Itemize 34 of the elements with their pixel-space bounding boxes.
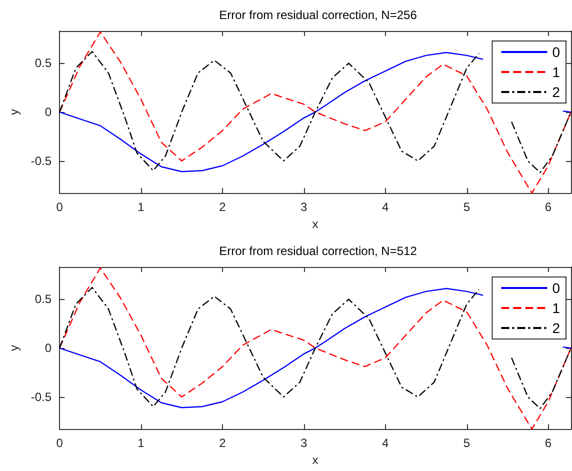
legend-label: 1 (552, 64, 560, 80)
x-tick-label: 2 (219, 436, 226, 450)
y-tick-label: 0.5 (34, 292, 52, 306)
line-series (58, 31, 572, 194)
x-tick-label: 3 (300, 436, 308, 450)
y-tick-label: 0 (44, 341, 52, 356)
chart-title: Error from residual correction, N=512 (219, 244, 418, 258)
x-tick-label: 6 (544, 200, 552, 214)
y-tick-label: 0.5 (34, 56, 52, 70)
x-tick-label: 5 (463, 200, 470, 214)
legend-label: 1 (552, 300, 560, 316)
x-tick-label: 0 (56, 200, 64, 214)
x-tick-label: 0 (56, 436, 64, 450)
legend-label: 0 (552, 44, 560, 60)
x-tick-label: 1 (138, 200, 145, 214)
legend-label: 0 (552, 280, 560, 296)
x-tick-label: 6 (544, 436, 552, 450)
legend-label: 2 (552, 84, 560, 100)
y-axis-title: y (7, 109, 21, 116)
y-axis-title: y (7, 345, 21, 352)
x-tick-label: 4 (382, 200, 389, 214)
x-tick-label: 5 (463, 436, 470, 450)
x-tick-label: 3 (300, 200, 308, 214)
legend-label: 2 (552, 320, 560, 336)
y-tick-label: -0.5 (30, 390, 52, 404)
x-tick-label: 1 (138, 436, 145, 450)
y-tick-label: -0.5 (30, 154, 52, 168)
y-tick-label: 0 (44, 105, 52, 120)
x-tick-label: 4 (382, 436, 389, 450)
chart-title: Error from residual correction, N=256 (219, 8, 418, 22)
x-axis-title: x (312, 453, 318, 467)
line-series (58, 267, 572, 430)
x-tick-label: 2 (219, 200, 226, 214)
x-axis-title: x (312, 217, 318, 231)
